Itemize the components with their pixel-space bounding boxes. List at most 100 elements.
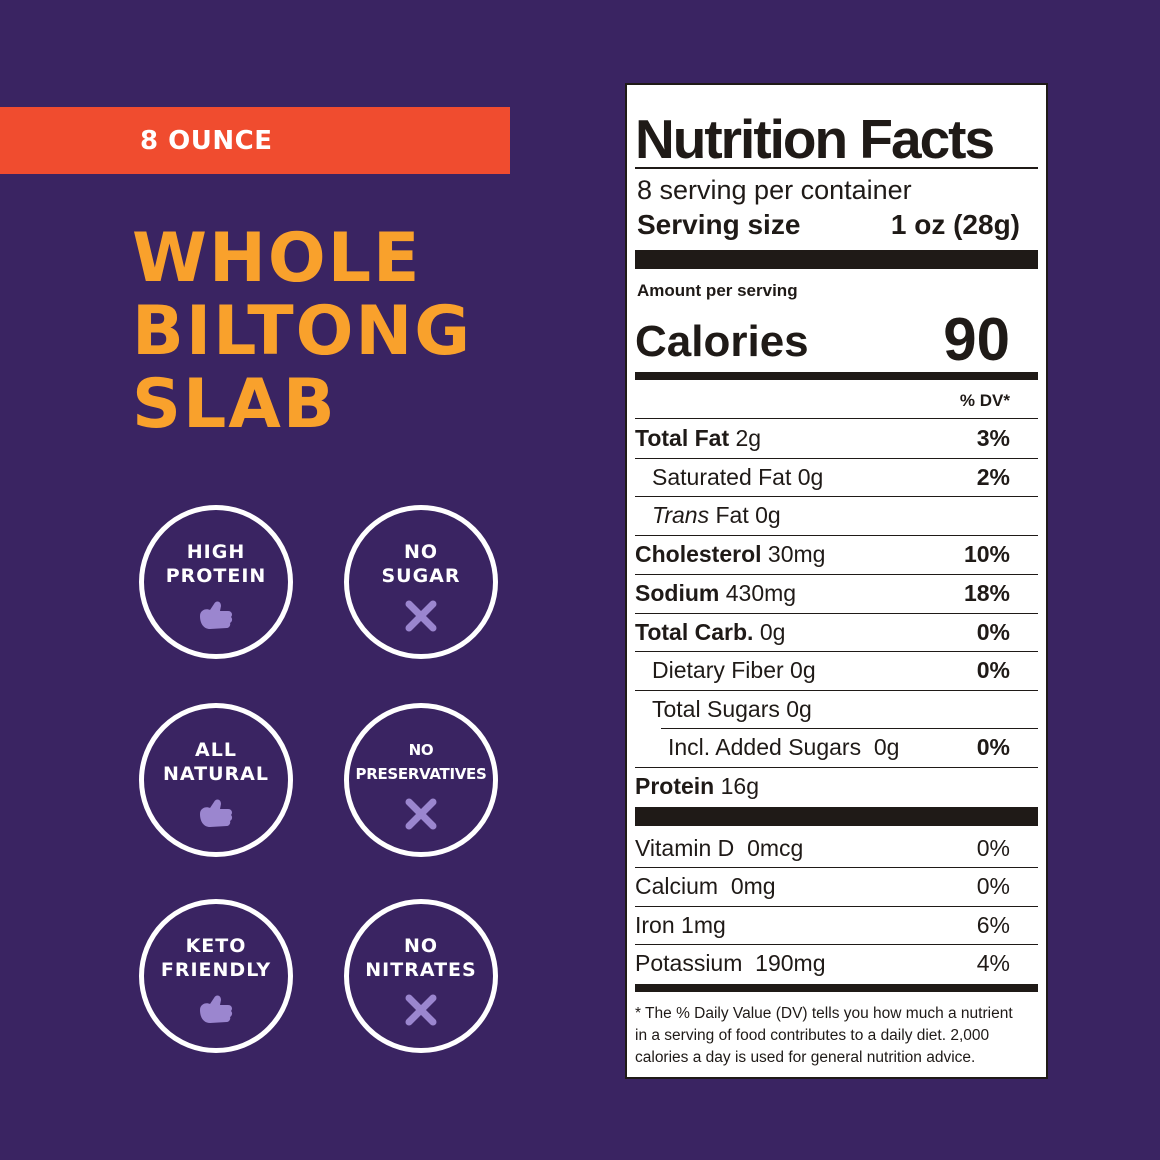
nutrition-facts-title: Nutrition Facts <box>635 108 995 170</box>
medium-divider <box>635 984 1038 992</box>
nutrient-name: Total Fat <box>635 425 730 451</box>
nutrient-amount: 0g <box>873 734 900 760</box>
vitamin-row-vitamin-d: Vitamin D 0mcg 0% <box>635 830 1038 868</box>
x-icon <box>405 798 437 830</box>
nutrient-dv: 18% <box>963 580 1010 606</box>
divider <box>635 496 1038 497</box>
nutrient-row-dietary-fiber: Dietary Fiber 0g 0% <box>635 652 1038 690</box>
nutrient-row-added-sugars: Incl. Added Sugars 0g 0% <box>635 729 1038 767</box>
badge-label: ALL NATURAL <box>163 739 269 785</box>
nutrient-row-sodium: Sodium 430mg 18% <box>635 575 1038 613</box>
nutrient-name: Cholesterol <box>635 541 762 567</box>
vitamin-row-iron: Iron 1mg 6% <box>635 907 1038 945</box>
nutrient-name: Trans <box>652 502 710 528</box>
divider <box>635 535 1038 536</box>
vitamin-amount: 0mg <box>730 873 776 899</box>
product-title: WHOLE BILTONG SLAB <box>132 222 472 441</box>
size-label: 8 OUNCE <box>140 126 273 156</box>
x-icon <box>405 600 437 632</box>
divider <box>635 574 1038 575</box>
badge-no-sugar: NO SUGAR <box>344 505 498 659</box>
vitamin-row-calcium: Calcium 0mg 0% <box>635 868 1038 906</box>
divider <box>635 767 1038 768</box>
nutrient-amount: 0g <box>797 464 824 490</box>
nutrient-name: Total Sugars <box>652 696 780 722</box>
divider <box>635 690 1038 691</box>
thumbs-up-icon <box>200 799 233 827</box>
nutrient-amount: 430mg <box>725 580 797 606</box>
vitamin-name: Iron <box>635 912 675 938</box>
badge-all-natural: ALL NATURAL <box>139 703 293 857</box>
nutrient-amount: 0g <box>755 502 781 528</box>
vitamin-dv: 0% <box>976 835 1010 861</box>
badge-label: KETO FRIENDLY <box>160 935 272 981</box>
divider <box>635 167 1038 169</box>
vitamin-row-potassium: Potassium 190mg 4% <box>635 945 1038 983</box>
nutrient-dv: 10% <box>963 541 1010 567</box>
nutrient-amount: 0g <box>786 696 812 722</box>
divider <box>635 458 1038 459</box>
vitamin-dv: 0% <box>976 873 1010 899</box>
badge-label: NO PRESERVATIVES <box>355 741 487 783</box>
size-banner: 8 OUNCE <box>0 107 510 174</box>
badge-label: NO NITRATES <box>365 935 477 981</box>
vitamin-amount: 0mcg <box>747 835 804 861</box>
divider <box>661 728 1038 729</box>
thick-divider <box>635 807 1038 826</box>
badge-no-preservatives: NO PRESERVATIVES <box>344 703 498 857</box>
nutrient-row-total-fat: Total Fat 2g 3% <box>635 420 1038 458</box>
serving-size-value: 1 oz (28g) <box>890 209 1020 240</box>
nutrient-row-total-carb: Total Carb. 0g 0% <box>635 614 1038 652</box>
nutrient-name: Dietary Fiber <box>652 657 784 683</box>
divider <box>635 613 1038 614</box>
vitamin-dv: 6% <box>976 912 1010 938</box>
nutrient-name: Total Carb. <box>635 619 754 645</box>
nutrient-amount: 30mg <box>767 541 826 567</box>
nutrient-row-cholesterol: Cholesterol 30mg 10% <box>635 536 1038 574</box>
thick-divider <box>635 250 1038 269</box>
badge-label: HIGH PROTEIN <box>165 541 267 587</box>
nutrient-row-protein: Protein 16g <box>635 768 1038 806</box>
thumbs-up-icon <box>200 995 233 1023</box>
nutrient-name: Sodium <box>635 580 720 606</box>
vitamin-amount: 1mg <box>681 912 726 938</box>
vitamin-amount: 190mg <box>755 950 826 976</box>
x-icon <box>405 994 437 1026</box>
badge-high-protein: HIGH PROTEIN <box>139 505 293 659</box>
calories-label: Calories <box>635 317 809 366</box>
divider <box>635 944 1038 945</box>
thumbs-up-icon <box>200 601 233 629</box>
vitamin-name: Vitamin D <box>635 835 735 861</box>
nutrient-row-trans-fat: Trans Fat 0g <box>635 497 1038 535</box>
product-title-line2: BILTONG <box>132 292 473 371</box>
nutrient-row-total-sugars: Total Sugars 0g <box>635 691 1038 729</box>
nutrient-dv: 0% <box>976 619 1010 645</box>
nutrient-dv: 0% <box>976 734 1010 760</box>
badge-keto-friendly: KETO FRIENDLY <box>139 899 293 1053</box>
daily-value-footnote: * The % Daily Value (DV) tells you how m… <box>635 1005 1013 1066</box>
nutrient-dv: 0% <box>976 657 1010 683</box>
vitamin-name: Calcium <box>635 873 719 899</box>
product-title-line3: SLAB <box>132 365 337 444</box>
nutrient-amount: 16g <box>720 773 759 799</box>
dv-header: % DV* <box>959 391 1010 410</box>
badge-no-nitrates: NO NITRATES <box>344 899 498 1053</box>
nutrient-name-rest: Fat <box>715 502 749 528</box>
divider <box>635 418 1038 419</box>
vitamin-dv: 4% <box>976 950 1010 976</box>
nutrient-dv: 3% <box>976 425 1010 451</box>
amount-per-serving: Amount per serving <box>637 281 798 300</box>
serving-size-label: Serving size <box>637 209 801 240</box>
nutrient-amount: 2g <box>735 425 762 451</box>
nutrient-amount: 0g <box>759 619 786 645</box>
nutrient-dv: 2% <box>976 464 1010 490</box>
servings-per-container: 8 serving per container <box>637 175 912 205</box>
nutrient-name: Protein <box>635 773 715 799</box>
product-title-line1: WHOLE <box>132 219 422 298</box>
nutrient-amount: 0g <box>790 657 816 683</box>
calories-value: 90 <box>943 306 1010 373</box>
nutrient-row-saturated-fat: Saturated Fat 0g 2% <box>635 459 1038 497</box>
nutrient-name: Saturated Fat <box>652 464 792 490</box>
vitamin-name: Potassium <box>635 950 743 976</box>
nutrient-name: Incl. Added Sugars <box>668 734 862 760</box>
